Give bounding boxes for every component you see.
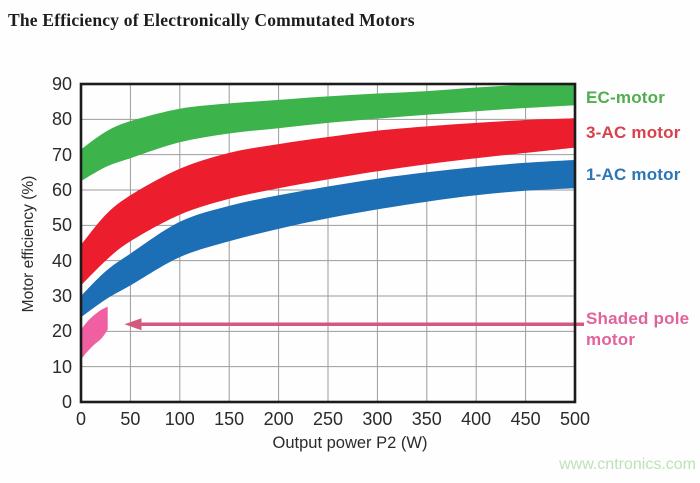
x-axis-label: Output power P2 (W)	[272, 434, 428, 452]
x-tick-label-450: 450	[510, 409, 541, 429]
x-tick-label-400: 400	[461, 409, 492, 429]
y-tick-label-0: 0	[61, 392, 72, 412]
y-tick-label-80: 80	[51, 109, 72, 130]
watermark: www.cntronics.com	[559, 456, 696, 473]
x-tick-label-0: 0	[75, 409, 86, 429]
band-shaded-pole-motor	[81, 306, 108, 360]
series-bands	[81, 84, 575, 360]
y-tick-label-10: 10	[51, 356, 72, 377]
legend-3-ac-motor: 3-AC motor	[586, 123, 681, 142]
y-tick-label-70: 70	[51, 144, 72, 165]
y-tick-label-40: 40	[51, 250, 72, 271]
x-tick-label-500: 500	[559, 409, 591, 429]
y-tick-label-30: 30	[51, 286, 72, 306]
y-tick-label-50: 50	[51, 215, 72, 236]
legend-shaded-pole-motor: Shaded pole motor	[586, 309, 690, 349]
x-tick-label-350: 350	[411, 409, 442, 429]
x-tick-label-300: 300	[362, 409, 393, 429]
band-3-ac-motor	[81, 118, 575, 286]
x-tick-label-200: 200	[263, 409, 294, 429]
legend-1-ac-motor: 1-AC motor	[586, 165, 681, 184]
y-tick-label-20: 20	[51, 321, 72, 342]
band-1-ac-motor	[81, 160, 575, 318]
x-tick-label-100: 100	[164, 409, 195, 429]
x-tick-label-150: 150	[214, 409, 245, 429]
y-tick-label-60: 60	[51, 180, 72, 200]
legend-ec-motor: EC-motor	[586, 88, 666, 107]
plot-border	[79, 82, 577, 404]
band-ec-motor	[81, 84, 575, 182]
chart-title: The Efficiency of Electronically Commuta…	[8, 10, 415, 30]
x-tick-label-250: 250	[312, 409, 344, 429]
x-tick-label-50: 50	[120, 409, 141, 429]
shaded-pole-arrow-head	[124, 318, 142, 331]
y-tick-label-90: 90	[51, 74, 72, 94]
